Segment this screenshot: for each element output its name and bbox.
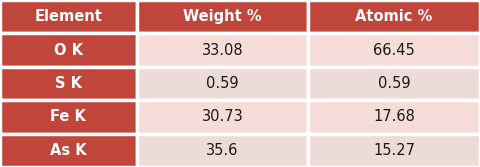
Bar (0, 134, 137, 167)
Text: 33.08: 33.08 (202, 43, 243, 58)
Text: 0.59: 0.59 (206, 76, 239, 91)
Text: 15.27: 15.27 (373, 143, 415, 158)
Bar (137, 0, 308, 33)
Bar (308, 134, 480, 167)
Text: Fe K: Fe K (50, 109, 86, 124)
Text: O K: O K (54, 43, 83, 58)
Bar (0, 0, 137, 33)
Text: 30.73: 30.73 (202, 109, 243, 124)
Text: Element: Element (35, 9, 102, 24)
Text: 17.68: 17.68 (373, 109, 415, 124)
Bar (0, 100, 137, 134)
Bar (308, 33, 480, 67)
Bar (308, 67, 480, 100)
Text: Weight %: Weight % (183, 9, 262, 24)
Text: 35.6: 35.6 (206, 143, 239, 158)
Bar (308, 100, 480, 134)
Bar (137, 33, 308, 67)
Text: As K: As K (50, 143, 87, 158)
Bar (137, 134, 308, 167)
Bar (137, 100, 308, 134)
Bar (0, 33, 137, 67)
Text: 66.45: 66.45 (373, 43, 415, 58)
Bar (308, 0, 480, 33)
Bar (0, 67, 137, 100)
Text: S K: S K (55, 76, 82, 91)
Text: 0.59: 0.59 (378, 76, 410, 91)
Text: Atomic %: Atomic % (356, 9, 432, 24)
Bar (137, 67, 308, 100)
